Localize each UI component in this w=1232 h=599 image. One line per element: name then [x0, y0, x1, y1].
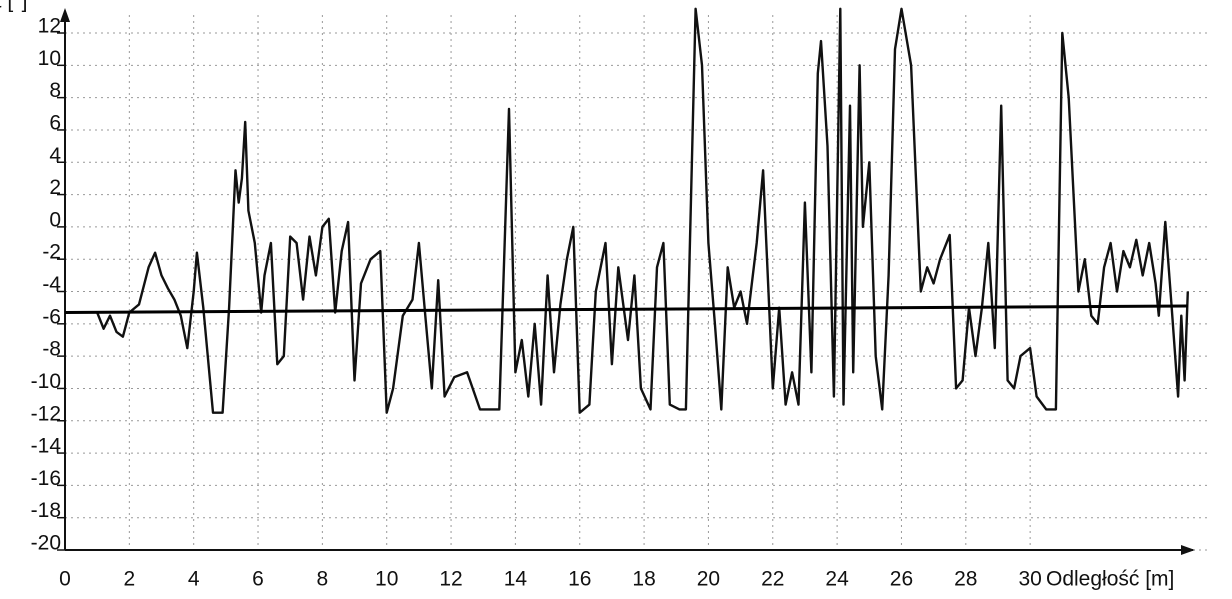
x-tick-label: 10 — [375, 568, 398, 591]
data-line — [64, 304, 1188, 314]
y-tick-label: 8 — [49, 79, 61, 102]
y-tick-label: -6 — [42, 305, 61, 328]
x-tick-label: 8 — [317, 568, 329, 591]
y-tick-label: 12 — [38, 15, 61, 38]
y-tick-label: -18 — [31, 499, 61, 522]
y-tick-label: -10 — [31, 370, 61, 393]
x-tick-label: 6 — [252, 568, 264, 591]
y-tick-label: -4 — [42, 273, 61, 296]
y-tick-label: 0 — [49, 208, 61, 231]
x-tick-label: 2 — [123, 568, 135, 591]
x-axis-label: Odległość [m] — [1046, 568, 1174, 591]
y-tick-label: 6 — [49, 111, 61, 134]
x-tick-label: 30 — [1018, 568, 1041, 591]
x-tick-label: 20 — [697, 568, 720, 591]
y-tick-label: -16 — [31, 467, 61, 490]
y-axis-arrow — [60, 8, 70, 22]
x-tick-label: 24 — [825, 568, 849, 591]
x-tick-label: 28 — [954, 568, 977, 591]
x-tick-label: 22 — [761, 568, 784, 591]
x-tick-label: 0 — [59, 568, 71, 591]
y-tick-label: -2 — [42, 241, 61, 264]
data-line — [96, 7, 1189, 414]
y-tick-label: -20 — [31, 532, 61, 555]
y-tick-label: 10 — [38, 47, 61, 70]
x-tick-label: 18 — [632, 568, 655, 591]
y-tick-label: -12 — [31, 402, 61, 425]
x-tick-label: 4 — [188, 568, 200, 591]
y-tick-label: -8 — [42, 338, 61, 361]
x-tick-label: 26 — [890, 568, 913, 591]
x-tick-label: 14 — [504, 568, 528, 591]
x-tick-label: 12 — [439, 568, 462, 591]
y-tick-label: 2 — [49, 176, 61, 199]
y-tick-label: -14 — [31, 435, 62, 458]
x-axis-arrow — [1181, 545, 1195, 555]
y-axis-label: Kąt [°] — [0, 0, 27, 13]
y-tick-label: 4 — [49, 144, 61, 167]
x-tick-label: 16 — [568, 568, 591, 591]
